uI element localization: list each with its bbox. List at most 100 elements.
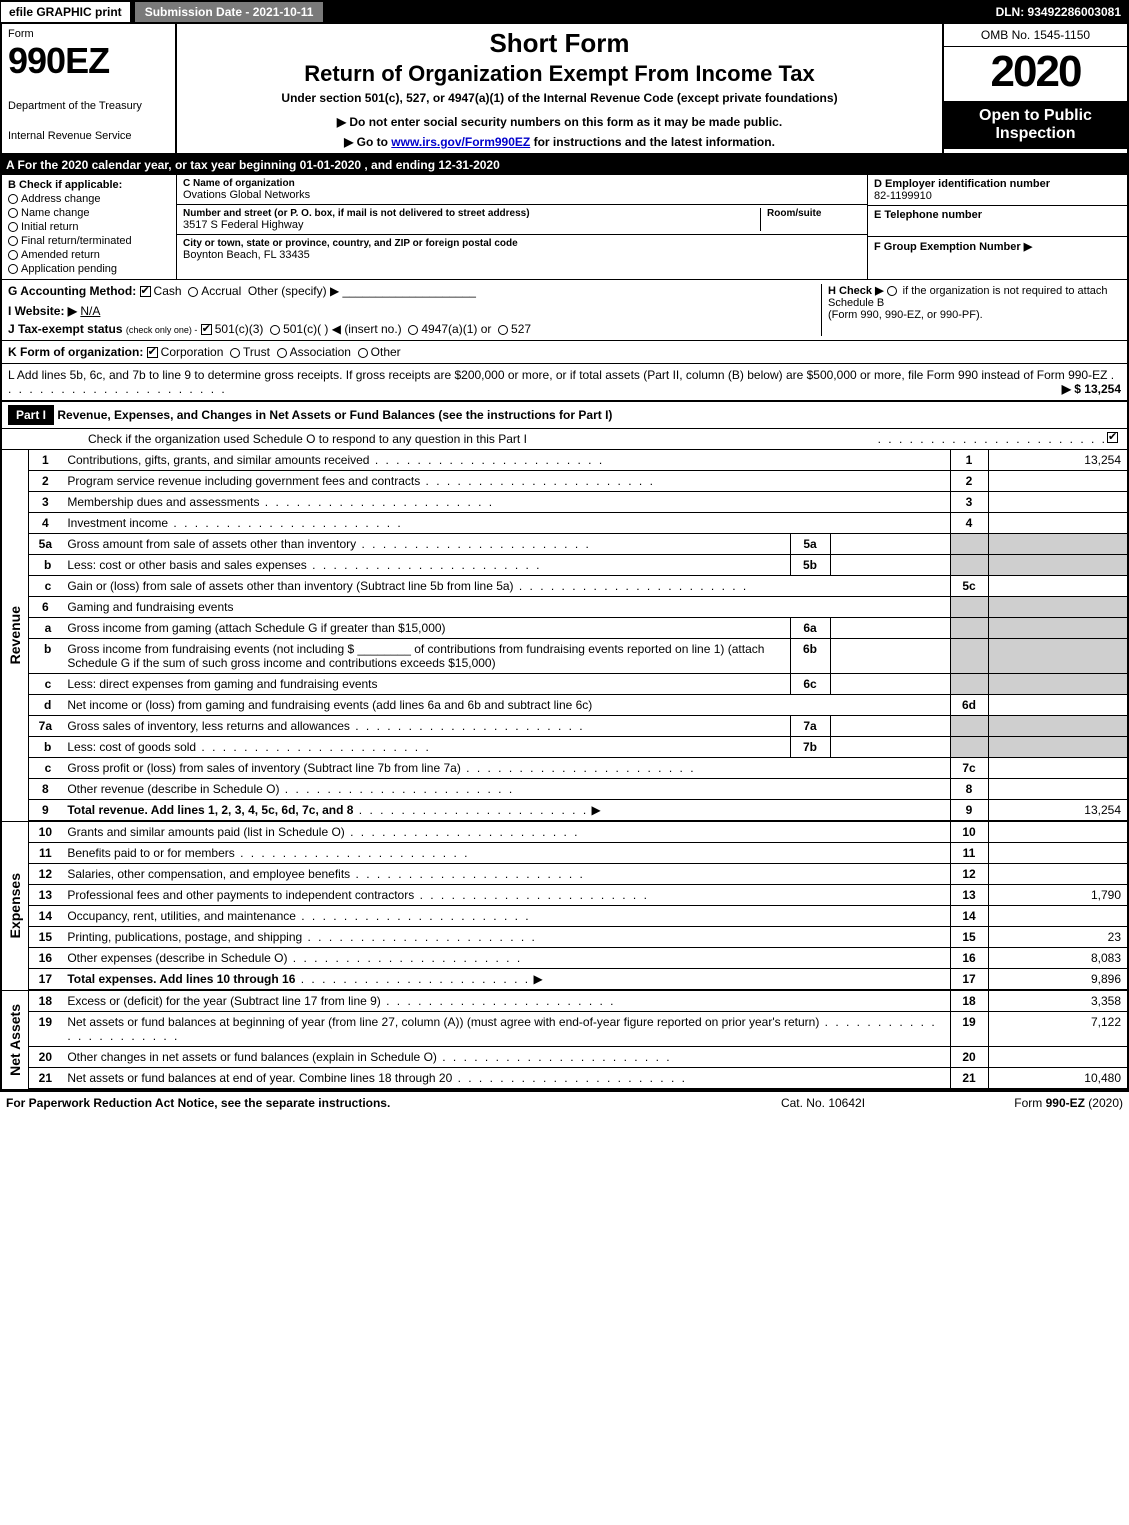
l7b-num: b <box>29 737 61 758</box>
goto-pre: ▶ Go to <box>344 135 391 149</box>
part1-badge: Part I <box>8 405 54 425</box>
l2-rnum: 2 <box>950 471 988 492</box>
l12-rnum: 12 <box>950 864 988 885</box>
l14-rnum: 14 <box>950 906 988 927</box>
line-14: 14Occupancy, rent, utilities, and mainte… <box>29 906 1128 927</box>
line-8: 8Other revenue (describe in Schedule O)8 <box>29 779 1128 800</box>
column-b-checkboxes: B Check if applicable: Address change Na… <box>2 175 177 279</box>
chk-address-change[interactable]: Address change <box>8 193 170 205</box>
l7c-desc: Gross profit or (loss) from sales of inv… <box>67 761 460 775</box>
line-1: 1Contributions, gifts, grants, and simil… <box>29 450 1128 471</box>
chk-final-return[interactable]: Final return/terminated <box>8 235 170 247</box>
chk-application-pending[interactable]: Application pending <box>8 263 170 275</box>
line-6: 6Gaming and fundraising events <box>29 597 1128 618</box>
l9-desc: Total revenue. Add lines 1, 2, 3, 4, 5c,… <box>67 803 353 817</box>
l21-rnum: 21 <box>950 1068 988 1089</box>
g-accrual-radio[interactable] <box>188 287 198 297</box>
k-association-radio[interactable] <box>277 348 287 358</box>
l11-num: 11 <box>29 843 61 864</box>
l18-num: 18 <box>29 991 61 1012</box>
part1-schedule-o-checkbox[interactable] <box>1107 432 1118 443</box>
g-cash-label: Cash <box>154 284 182 298</box>
l18-rnum: 18 <box>950 991 988 1012</box>
l7a-mini: 7a <box>790 716 830 737</box>
h-checkbox[interactable] <box>887 286 897 296</box>
l11-desc: Benefits paid to or for members <box>67 846 234 860</box>
j-501c3-checkbox[interactable] <box>201 324 212 335</box>
column-def: D Employer identification number 82-1199… <box>867 175 1127 279</box>
l20-rnum: 20 <box>950 1047 988 1068</box>
l8-desc: Other revenue (describe in Schedule O) <box>67 782 279 796</box>
j-527-radio[interactable] <box>498 325 508 335</box>
line-5b: bLess: cost or other basis and sales exp… <box>29 555 1128 576</box>
l9-val: 13,254 <box>988 800 1128 821</box>
line-6d: dNet income or (loss) from gaming and fu… <box>29 695 1128 716</box>
l6c-mini: 6c <box>790 674 830 695</box>
l6d-num: d <box>29 695 61 716</box>
g-cash-checkbox[interactable] <box>140 286 151 297</box>
l4-desc: Investment income <box>67 516 168 530</box>
l10-val <box>988 822 1128 843</box>
l2-num: 2 <box>29 471 61 492</box>
chk-amended-return[interactable]: Amended return <box>8 249 170 261</box>
line-5c: cGain or (loss) from sale of assets othe… <box>29 576 1128 597</box>
expenses-section: Expenses 10Grants and similar amounts pa… <box>0 821 1129 990</box>
l6a-mini: 6a <box>790 618 830 639</box>
j-501c-radio[interactable] <box>270 325 280 335</box>
revenue-sidebar-label: Revenue <box>7 606 23 664</box>
l15-val: 23 <box>988 927 1128 948</box>
l13-rnum: 13 <box>950 885 988 906</box>
form-label: Form <box>8 28 169 40</box>
l15-rnum: 15 <box>950 927 988 948</box>
net-assets-table: 18Excess or (deficit) for the year (Subt… <box>29 991 1129 1089</box>
chk-initial-return-label: Initial return <box>21 221 78 233</box>
l21-val: 10,480 <box>988 1068 1128 1089</box>
line-6b: bGross income from fundraising events (n… <box>29 639 1128 674</box>
h-label: H Check ▶ <box>828 285 884 297</box>
line-7c: cGross profit or (loss) from sales of in… <box>29 758 1128 779</box>
efile-print-button[interactable]: efile GRAPHIC print <box>0 1 131 23</box>
line-20: 20Other changes in net assets or fund ba… <box>29 1047 1128 1068</box>
line-7a: 7aGross sales of inventory, less returns… <box>29 716 1128 737</box>
j-501c-label: 501(c)( ) ◀ (insert no.) <box>283 322 402 336</box>
k-corporation-checkbox[interactable] <box>147 347 158 358</box>
j-527-label: 527 <box>511 322 531 336</box>
l5c-rnum: 5c <box>950 576 988 597</box>
l13-val: 1,790 <box>988 885 1128 906</box>
l1-desc: Contributions, gifts, grants, and simila… <box>67 453 369 467</box>
chk-name-change-label: Name change <box>21 207 90 219</box>
k-other-label: Other <box>371 345 401 359</box>
header-left: Form 990EZ Department of the Treasury In… <box>2 24 177 153</box>
l13-desc: Professional fees and other payments to … <box>67 888 414 902</box>
org-street: 3517 S Federal Highway <box>183 219 754 231</box>
row-l: L Add lines 5b, 6c, and 7b to line 9 to … <box>0 364 1129 401</box>
chk-application-pending-label: Application pending <box>21 263 117 275</box>
part1-title: Revenue, Expenses, and Changes in Net As… <box>57 408 1121 422</box>
top-bar: efile GRAPHIC print Submission Date - 20… <box>0 0 1129 24</box>
l12-val <box>988 864 1128 885</box>
l19-rnum: 19 <box>950 1012 988 1047</box>
l6b-num: b <box>29 639 61 674</box>
header-right: OMB No. 1545-1150 2020 Open to Public In… <box>942 24 1127 153</box>
k-other-radio[interactable] <box>358 348 368 358</box>
l12-desc: Salaries, other compensation, and employ… <box>67 867 350 881</box>
j-4947-radio[interactable] <box>408 325 418 335</box>
chk-amended-return-label: Amended return <box>21 249 100 261</box>
l4-num: 4 <box>29 513 61 534</box>
chk-initial-return[interactable]: Initial return <box>8 221 170 233</box>
column-c-org-info: C Name of organization Ovations Global N… <box>177 175 867 279</box>
l17-num: 17 <box>29 969 61 990</box>
k-corporation-label: Corporation <box>161 345 224 359</box>
net-assets-section: Net Assets 18Excess or (deficit) for the… <box>0 990 1129 1091</box>
irs-link[interactable]: www.irs.gov/Form990EZ <box>391 135 530 149</box>
chk-name-change[interactable]: Name change <box>8 207 170 219</box>
l17-desc: Total expenses. Add lines 10 through 16 <box>67 972 295 986</box>
l5c-num: c <box>29 576 61 597</box>
j-4947-label: 4947(a)(1) or <box>421 322 491 336</box>
line-6a: aGross income from gaming (attach Schedu… <box>29 618 1128 639</box>
expenses-sidebar-label: Expenses <box>7 873 23 938</box>
k-trust-radio[interactable] <box>230 348 240 358</box>
l19-num: 19 <box>29 1012 61 1047</box>
part1-schedule-o-row: Check if the organization used Schedule … <box>0 429 1129 450</box>
line-6c: cLess: direct expenses from gaming and f… <box>29 674 1128 695</box>
